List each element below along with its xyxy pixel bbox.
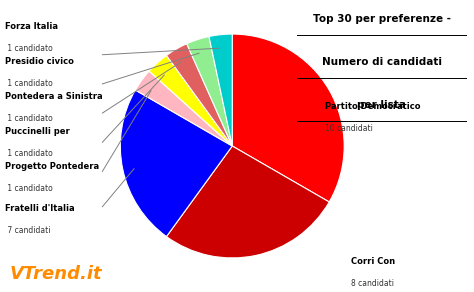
Wedge shape: [166, 44, 232, 146]
Text: Fratelli d'Italia: Fratelli d'Italia: [5, 204, 74, 213]
Text: 7 candidati: 7 candidati: [5, 226, 50, 235]
Text: Top 30 per preferenze -: Top 30 per preferenze -: [312, 14, 451, 24]
Wedge shape: [166, 146, 329, 258]
Text: VTrend.it: VTrend.it: [9, 265, 102, 283]
Text: 1 candidato: 1 candidato: [5, 184, 53, 193]
Text: Partito Democratico: Partito Democratico: [325, 102, 420, 111]
Wedge shape: [120, 90, 232, 237]
Text: Presidio civico: Presidio civico: [5, 57, 73, 66]
Wedge shape: [209, 34, 232, 146]
Wedge shape: [149, 55, 232, 146]
Wedge shape: [135, 71, 232, 146]
Text: 8 candidati: 8 candidati: [351, 279, 394, 288]
Text: 1 candidato: 1 candidato: [5, 44, 53, 53]
Wedge shape: [232, 34, 344, 202]
Text: Numero di candidati: Numero di candidati: [321, 57, 442, 67]
Text: 1 candidato: 1 candidato: [5, 149, 53, 158]
Text: 1 candidato: 1 candidato: [5, 114, 53, 123]
Text: per lista: per lista: [357, 100, 406, 110]
Text: Puccinelli per: Puccinelli per: [5, 127, 70, 136]
Text: Progetto Pontedera: Progetto Pontedera: [5, 162, 99, 171]
Text: 1 candidato: 1 candidato: [5, 79, 53, 88]
Text: Pontedera a Sinistra: Pontedera a Sinistra: [5, 92, 102, 101]
Text: Corri Con: Corri Con: [351, 257, 395, 266]
Wedge shape: [187, 36, 232, 146]
Text: Forza Italia: Forza Italia: [5, 22, 58, 31]
Text: 10 candidati: 10 candidati: [325, 124, 373, 133]
